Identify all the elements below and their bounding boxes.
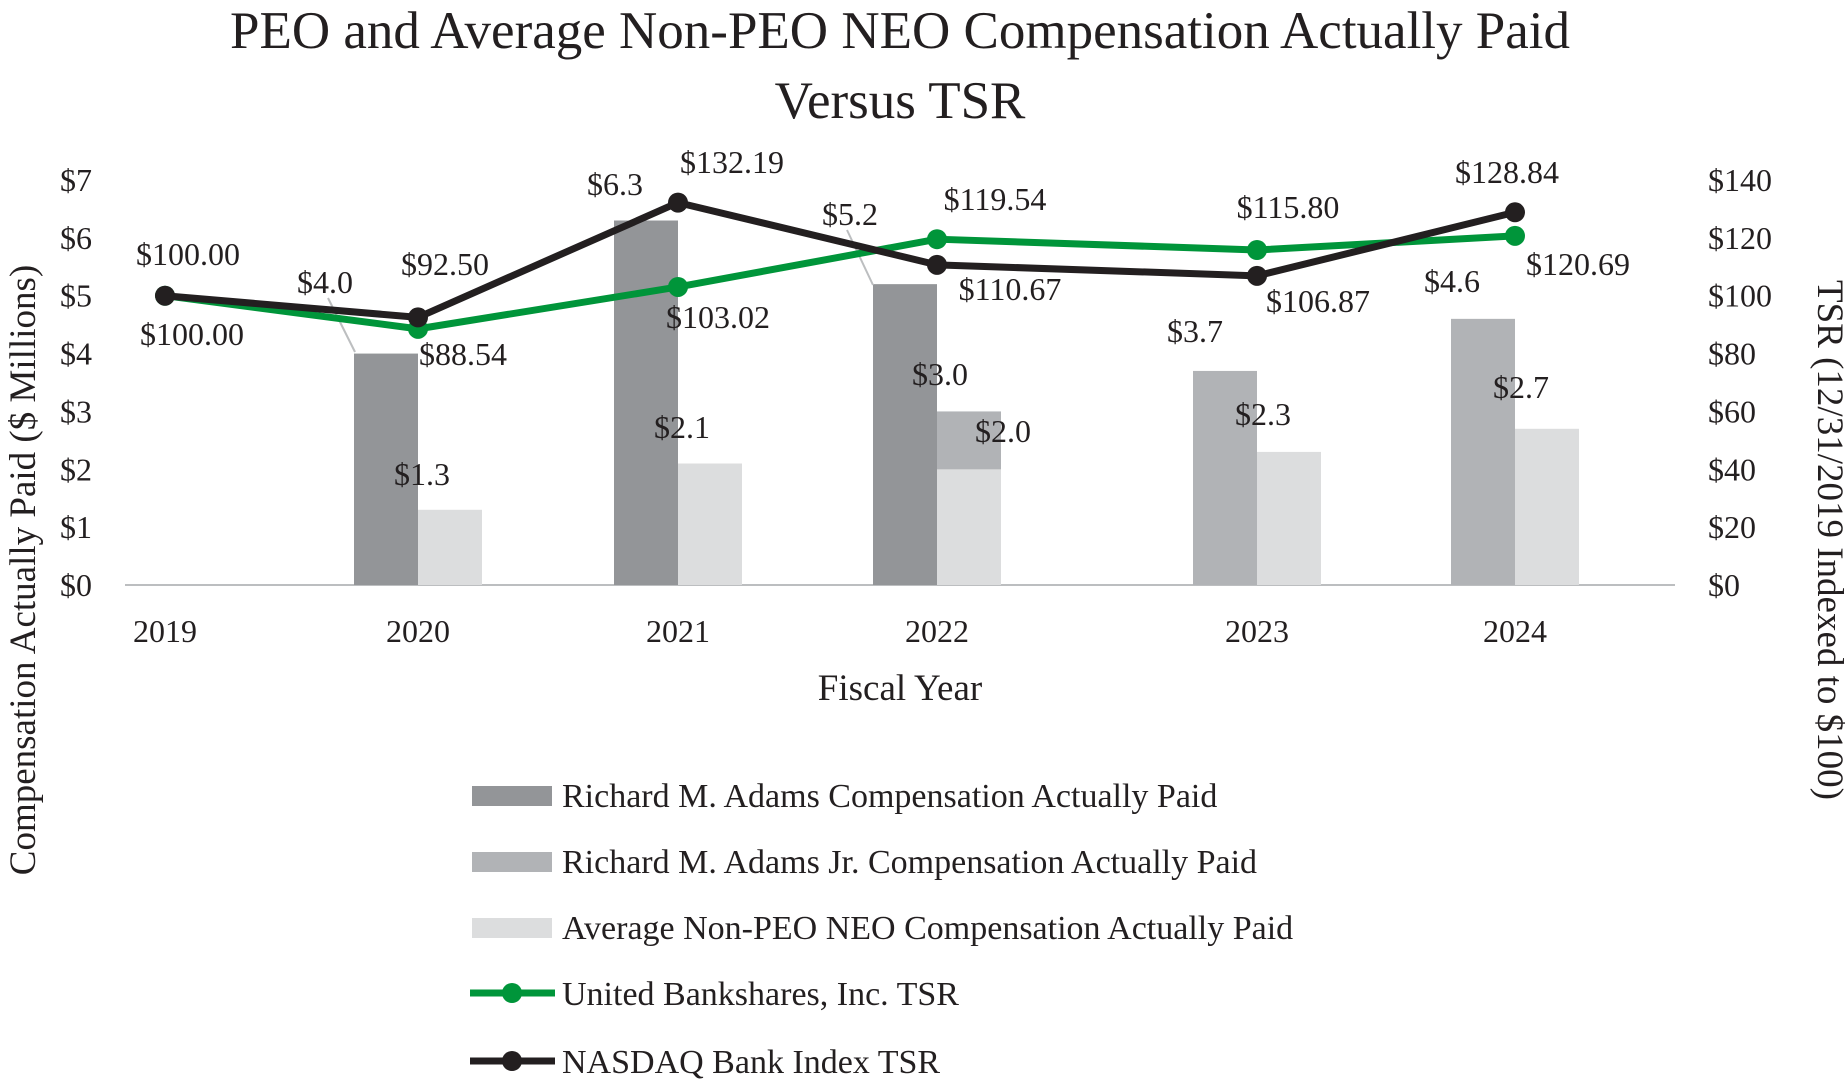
legend-label-non_peo: Average Non-PEO NEO Compensation Actuall… [562, 910, 1293, 947]
line-nasdaq [164, 199, 1516, 321]
x-axis-title: Fiscal Year [818, 668, 982, 709]
point-ubsi-2023 [1247, 240, 1267, 261]
line-label-ubsi-2022: $119.54 [944, 181, 1047, 217]
bar-label-adams-2021: $6.3 [587, 166, 643, 202]
bar-adams-2020 [354, 353, 418, 585]
bar-non_peo-2023 [1257, 451, 1321, 585]
leader-2022-adams [846, 229, 874, 286]
legend-swatch-adams_jr [472, 852, 552, 872]
y-tick-label: $7 [60, 162, 92, 198]
bar-adams_jr-2024 [1451, 318, 1515, 585]
legend-label-nasdaq: NASDAQ Bank Index TSR [562, 1044, 940, 1081]
x-tick-label: 2021 [646, 613, 710, 649]
point-nasdaq-2024 [1505, 202, 1525, 223]
x-tick-label: 2020 [386, 613, 450, 649]
y-tick-label: $0 [60, 567, 92, 603]
line-label-nasdaq-2019: $100.00 [136, 236, 240, 272]
y-tick-label: $3 [60, 393, 92, 429]
line-ubsi [164, 232, 1516, 333]
x-tick-label: 2019 [133, 613, 197, 649]
leader-2020-adams [327, 297, 356, 353]
legend-label-ubsi: United Bankshares, Inc. TSR [562, 976, 959, 1013]
y2-tick-label: $120 [1708, 220, 1772, 256]
y-tick-label: $2 [60, 451, 92, 487]
bar-adams_jr-2023 [1193, 370, 1257, 585]
y2-tick-label: $60 [1708, 393, 1756, 429]
point-ubsi-2022 [927, 229, 947, 250]
bar-non_peo-2024 [1515, 428, 1579, 585]
y-tick-label: $1 [60, 509, 92, 545]
bar-label-non_peo-2021: $2.1 [654, 409, 710, 445]
bar-label-adams_jr-2022: $3.0 [912, 356, 968, 392]
point-nasdaq-2022 [927, 254, 947, 275]
legend-label-adams_jr: Richard M. Adams Jr. Compensation Actual… [562, 844, 1257, 881]
legend-label-adams: Richard M. Adams Compensation Actually P… [562, 778, 1217, 815]
x-tick-label: 2024 [1483, 613, 1547, 649]
bar-label-non_peo-2024: $2.7 [1493, 369, 1549, 405]
point-ubsi-2024 [1505, 225, 1525, 246]
point-nasdaq-2021 [668, 192, 688, 213]
point-nasdaq-2020 [408, 307, 428, 328]
line-label-nasdaq-2022: $110.67 [959, 271, 1062, 307]
line-label-nasdaq-2021: $132.19 [680, 144, 784, 180]
bar-label-adams_jr-2024: $4.6 [1424, 263, 1480, 299]
y2-tick-label: $100 [1708, 278, 1772, 314]
line-label-nasdaq-2024: $128.84 [1455, 154, 1559, 190]
bar-label-adams_jr-2023: $3.7 [1167, 313, 1223, 349]
x-tick-label: 2022 [905, 613, 969, 649]
line-label-ubsi-2024: $120.69 [1526, 246, 1630, 282]
y2-axis-title: TSR (12/31/2019 Indexed to $100) [1809, 280, 1847, 800]
bar-label-adams-2020: $4.0 [297, 264, 353, 300]
legend-swatch-non_peo [472, 918, 552, 938]
bar-adams-2021 [614, 220, 678, 585]
bar-non_peo-2020 [418, 509, 482, 585]
bar-label-non_peo-2020: $1.3 [394, 456, 450, 492]
line-label-ubsi-2019: $100.00 [140, 316, 244, 352]
y-axis-title: Compensation Actually Paid ($ Millions) [3, 265, 44, 875]
bar-non_peo-2022 [937, 469, 1001, 585]
y2-tick-label: $80 [1708, 336, 1756, 372]
y2-tick-label: $0 [1708, 567, 1740, 603]
line-label-nasdaq-2020: $92.50 [401, 246, 489, 282]
bar-adams-2022 [873, 284, 937, 585]
legend-marker-ubsi [502, 983, 522, 1003]
bar-label-non_peo-2022: $2.0 [975, 413, 1031, 449]
legend-swatch-adams [472, 786, 552, 806]
line-label-ubsi-2023: $115.80 [1237, 189, 1340, 225]
point-nasdaq-2023 [1247, 265, 1267, 286]
y-tick-label: $5 [60, 278, 92, 314]
y2-tick-label: $140 [1708, 162, 1772, 198]
bar-series-group [354, 220, 1579, 585]
data-labels-group: $4.0 $6.3 $5.2 $3.0 $3.7 $4.6 $1.3 $2.1 $2.0 $2.3… [136, 144, 1630, 492]
chart-title-line-2: Versus TSR [775, 72, 1026, 130]
bar-non_peo-2021 [678, 463, 742, 585]
axes-group: Fiscal Year Compensation Actually Paid (… [3, 162, 1847, 875]
chart-title-line-1: PEO and Average Non-PEO NEO Compensation… [230, 2, 1570, 60]
line-series-group [155, 192, 1525, 339]
line-label-ubsi-2020: $88.54 [419, 336, 507, 372]
point-nasdaq-2019 [155, 285, 175, 306]
line-label-nasdaq-2023: $106.87 [1266, 283, 1370, 319]
y-tick-label: $4 [60, 336, 92, 372]
y2-tick-label: $20 [1708, 509, 1756, 545]
bar-label-adams-2022: $5.2 [822, 196, 878, 232]
legend: Richard M. Adams Compensation Actually P… [470, 778, 1293, 1081]
y-tick-label: $6 [60, 220, 92, 256]
y2-tick-label: $40 [1708, 451, 1756, 487]
legend-marker-nasdaq [502, 1051, 522, 1071]
line-label-ubsi-2021: $103.02 [666, 299, 770, 335]
x-tick-label: 2023 [1225, 613, 1289, 649]
chart-title: PEO and Average Non-PEO NEO Compensation… [230, 2, 1570, 130]
bar-label-non_peo-2023: $2.3 [1235, 396, 1291, 432]
point-ubsi-2021 [668, 276, 688, 297]
